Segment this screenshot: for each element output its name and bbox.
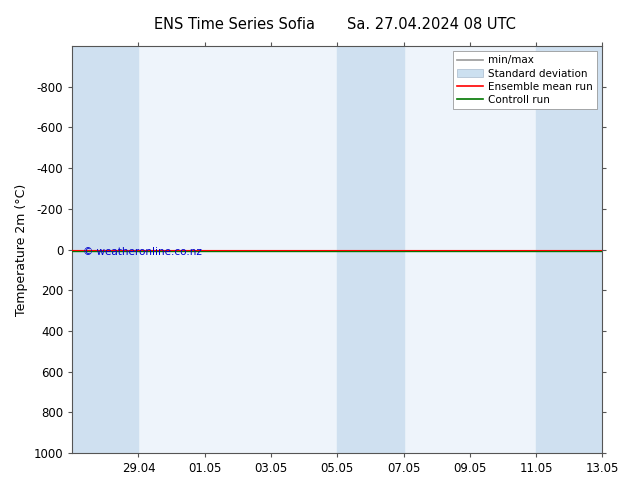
Bar (72, 46, 138, 453)
Text: ENS Time Series Sofia: ENS Time Series Sofia (154, 17, 315, 32)
Bar (337, 46, 403, 453)
Bar (536, 46, 602, 453)
Text: © weatheronline.co.nz: © weatheronline.co.nz (83, 247, 202, 257)
Legend: min/max, Standard deviation, Ensemble mean run, Controll run: min/max, Standard deviation, Ensemble me… (453, 51, 597, 109)
Text: Sa. 27.04.2024 08 UTC: Sa. 27.04.2024 08 UTC (347, 17, 515, 32)
Y-axis label: Temperature 2m (°C): Temperature 2m (°C) (15, 183, 28, 316)
